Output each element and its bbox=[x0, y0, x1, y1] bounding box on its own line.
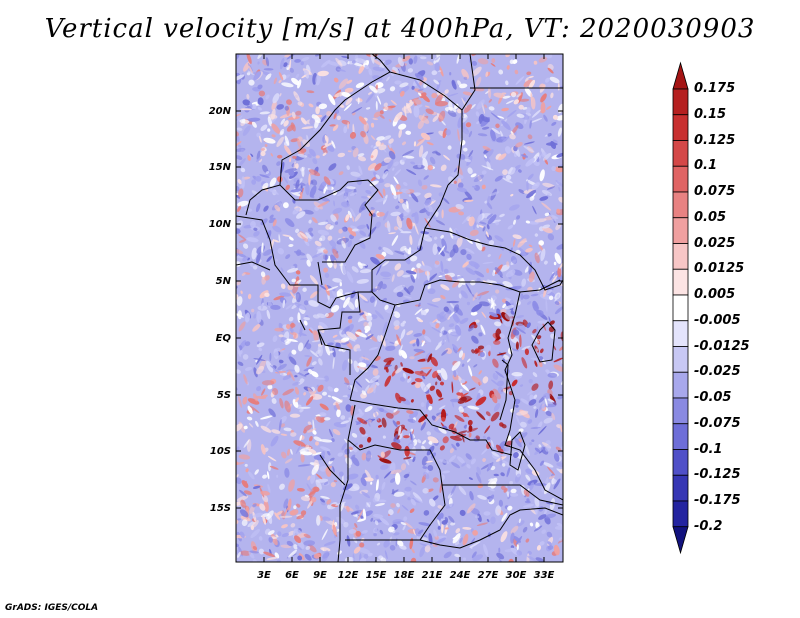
colorbar-labels: 0.175 0.15 0.125 0.1 0.075 0.05 0.025 0.… bbox=[694, 81, 750, 534]
lon-label: 27E bbox=[478, 570, 499, 581]
colorbar-bin bbox=[672, 191, 689, 219]
colorbar bbox=[672, 61, 689, 555]
colorbar-top-arrow bbox=[672, 61, 689, 90]
colorbar-label: -0.025 bbox=[694, 364, 741, 379]
colorbar-bin bbox=[672, 294, 689, 322]
colorbar-bin bbox=[672, 320, 689, 347]
colorbar-bin bbox=[672, 423, 689, 450]
colorbar-label: 0.075 bbox=[694, 184, 735, 199]
colorbar-label: 0.025 bbox=[694, 236, 735, 251]
lon-label: 24E bbox=[450, 570, 471, 581]
colorbar-label: 0.125 bbox=[694, 133, 735, 148]
colorbar-bin bbox=[672, 114, 689, 141]
colorbar-label: 0.1 bbox=[694, 158, 717, 173]
colorbar-label: 0.0125 bbox=[694, 261, 744, 276]
colorbar-bin bbox=[672, 449, 689, 476]
lon-label: 21E bbox=[422, 570, 443, 581]
colorbar-label: -0.2 bbox=[694, 519, 722, 534]
lon-label: 3E bbox=[257, 570, 271, 581]
colorbar-bin bbox=[672, 500, 689, 528]
colorbar-label: -0.175 bbox=[694, 493, 741, 508]
colorbar-bin bbox=[672, 165, 689, 193]
colorbar-label: -0.05 bbox=[694, 390, 731, 405]
lon-label: 6E bbox=[285, 570, 299, 581]
lat-label: 10S bbox=[210, 446, 231, 457]
lon-label: 30E bbox=[506, 570, 527, 581]
longitude-labels: 3E 6E 9E 12E 15E 18E 21E 24E 27E 30E 33E bbox=[257, 570, 554, 581]
country-borders bbox=[236, 54, 563, 562]
colorbar-bottom-arrow bbox=[672, 526, 689, 555]
colorbar-label: -0.125 bbox=[694, 467, 741, 482]
longitude-ticks bbox=[263, 54, 545, 562]
colorbar-label: 0.005 bbox=[694, 287, 735, 302]
lat-label: 15N bbox=[209, 162, 232, 173]
lon-label: 9E bbox=[313, 570, 327, 581]
lat-label: 5S bbox=[217, 390, 231, 401]
colorbar-bin bbox=[672, 268, 689, 296]
lat-label: 10N bbox=[209, 219, 232, 230]
colorbar-label: 0.05 bbox=[694, 210, 726, 225]
colorbar-bin bbox=[672, 346, 689, 373]
lon-label: 12E bbox=[338, 570, 359, 581]
lat-label: EQ bbox=[216, 333, 232, 344]
colorbar-label: 0.175 bbox=[694, 81, 735, 96]
colorbar-bin bbox=[672, 397, 689, 425]
colorbar-bin bbox=[672, 243, 689, 270]
colorbar-bin bbox=[672, 217, 689, 244]
colorbar-bin bbox=[672, 474, 689, 502]
lat-label: 5N bbox=[216, 276, 232, 287]
grads-credit: GrADS: IGES/COLA bbox=[5, 603, 99, 613]
colorbar-bin bbox=[672, 140, 689, 167]
colorbar-label: -0.005 bbox=[694, 313, 741, 328]
velocity-field bbox=[236, 54, 563, 562]
colorbar-label: -0.1 bbox=[694, 442, 722, 457]
lat-label: 15S bbox=[210, 503, 231, 514]
lat-label: 20N bbox=[209, 106, 232, 117]
colorbar-bin bbox=[672, 88, 689, 116]
map-frame bbox=[235, 53, 564, 563]
colorbar-label: -0.0125 bbox=[694, 339, 750, 354]
map-title: Vertical velocity [m/s] at 400hPa, VT: 2… bbox=[44, 14, 756, 44]
colorbar-label: -0.075 bbox=[694, 416, 741, 431]
colorbar-bin bbox=[672, 371, 689, 399]
lon-label: 15E bbox=[366, 570, 387, 581]
lon-label: 33E bbox=[534, 570, 555, 581]
colorbar-label: 0.15 bbox=[694, 107, 726, 122]
latitude-labels: 20N 15N 10N 5N EQ 5S 10S 15S bbox=[209, 106, 232, 514]
latitude-ticks bbox=[236, 110, 563, 509]
lon-label: 18E bbox=[394, 570, 415, 581]
map-plot-area bbox=[236, 54, 563, 562]
